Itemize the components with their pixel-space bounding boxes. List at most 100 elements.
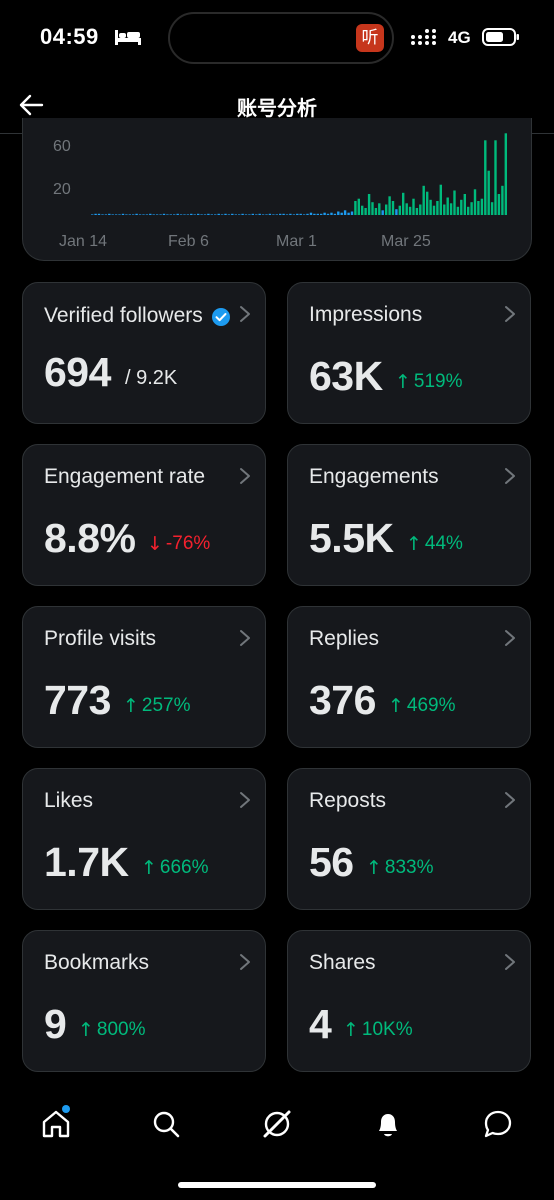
chart-bar — [415, 208, 419, 215]
chart-bar — [214, 214, 217, 215]
impressions-value: 63K — [309, 353, 383, 399]
notifications-icon[interactable] — [372, 1108, 404, 1140]
chart-bar — [241, 213, 244, 215]
chart-bar — [145, 214, 149, 215]
chart-bar — [504, 133, 507, 215]
x-tick-label: Feb 6 — [168, 233, 209, 250]
chart-bar — [374, 208, 378, 215]
verified-followers-card[interactable]: Verified followers 694 / 9.2K — [22, 282, 266, 424]
chart-bar — [402, 192, 405, 215]
chart-bar — [155, 214, 159, 215]
chart-bar — [494, 140, 497, 215]
arrow-up-icon: ↑ — [123, 695, 139, 717]
shares-change: ↑ 10K% — [343, 1019, 413, 1041]
chart-bar — [292, 214, 296, 215]
chart-bar — [490, 202, 494, 215]
impressions-card[interactable]: Impressions 63K ↑ 519% — [287, 282, 531, 424]
engagements-card[interactable]: Engagements 5.5K ↑ 44% — [287, 444, 531, 586]
chart-bar — [460, 199, 463, 215]
chart-bar — [426, 191, 429, 215]
engagements-label: Engagements — [309, 465, 439, 488]
likes-card[interactable]: Likes 1.7K ↑ 666% — [22, 768, 266, 910]
bottom-nav — [0, 1086, 554, 1166]
chart-bar — [323, 212, 326, 215]
bookmarks-card[interactable]: Bookmarks 9 ↑ 800% — [22, 930, 266, 1072]
reposts-change-value: 833% — [384, 857, 434, 878]
shares-value: 4 — [309, 1001, 332, 1047]
chart-bar — [258, 213, 261, 215]
chart-bar — [378, 203, 381, 215]
shares-change-value: 10K% — [361, 1019, 413, 1040]
x-tick-label: Mar 1 — [276, 233, 317, 250]
chart-bar — [275, 214, 278, 215]
verified-badge-icon — [212, 308, 230, 326]
chart-bar — [306, 213, 309, 215]
chart-bar — [149, 213, 152, 215]
chevron-right-icon — [240, 468, 250, 484]
chart-bar — [446, 197, 449, 215]
home-icon[interactable] — [40, 1108, 72, 1140]
chart-bar — [330, 212, 333, 215]
y-tick-label: 20 — [53, 181, 71, 198]
reposts-card[interactable]: Reposts 56 ↑ 833% — [287, 768, 531, 910]
search-icon[interactable] — [150, 1108, 182, 1140]
chart-bar — [169, 214, 172, 215]
engagement-rate-label: Engagement rate — [44, 465, 206, 488]
chart-bar — [121, 213, 125, 215]
impressions-chart-card: 60 20 Jan 14 Feb 6 Mar 1 Mar 25 — [22, 118, 532, 261]
chart-bar — [97, 213, 101, 215]
chevron-right-icon — [240, 954, 250, 970]
profile-visits-value: 773 — [44, 677, 111, 723]
bookmarks-label: Bookmarks — [44, 951, 150, 974]
engagements-change-value: 44% — [424, 533, 463, 554]
chart-bar — [480, 198, 484, 215]
chart-bar — [385, 204, 388, 215]
chart-bar — [118, 214, 121, 215]
chart-bar — [429, 199, 432, 215]
chart-bar — [463, 194, 466, 215]
engagement-rate-card[interactable]: Engagement rate 8.8% ↓ -76% — [22, 444, 266, 586]
arrow-down-icon: ↓ — [147, 533, 163, 555]
reposts-change: ↑ 833% — [366, 857, 434, 879]
replies-label: Replies — [309, 627, 380, 650]
chart-bar — [391, 201, 395, 215]
chart-bar — [309, 212, 313, 215]
chart-bar — [320, 213, 323, 215]
chart-bar — [398, 205, 401, 215]
profile-visits-card[interactable]: Profile visits 773 ↑ 257% — [22, 606, 266, 748]
chart-bar — [443, 204, 446, 215]
chart-bar — [285, 214, 289, 215]
chart-bar — [176, 213, 179, 215]
chart-bar — [173, 214, 176, 215]
chart-bar — [408, 206, 412, 215]
chart-bar — [364, 208, 367, 215]
chart-bar — [419, 204, 422, 215]
chart-bar — [282, 213, 285, 215]
chart-bar — [501, 185, 504, 215]
chart-bar — [255, 214, 258, 215]
profile-visits-change-value: 257% — [141, 695, 191, 716]
chart-bar — [453, 190, 456, 215]
messages-icon[interactable] — [482, 1108, 514, 1140]
sleep-focus-icon — [115, 30, 141, 45]
chevron-right-icon — [240, 306, 250, 322]
chart-bar — [388, 196, 391, 215]
chart-bar — [128, 214, 131, 215]
shares-card[interactable]: Shares 4 ↑ 10K% — [287, 930, 531, 1072]
chart-bar — [313, 213, 316, 215]
chart-bar — [142, 214, 145, 215]
chart-bar — [244, 214, 248, 215]
grok-icon[interactable] — [261, 1108, 293, 1140]
back-arrow-icon[interactable] — [18, 92, 44, 118]
chart-bar — [470, 202, 473, 215]
verified-followers-value: 694 — [44, 349, 111, 395]
chart-bar — [357, 198, 360, 215]
chart-bar — [94, 213, 97, 215]
island-app-icon[interactable]: 听 — [356, 24, 384, 52]
replies-card[interactable]: Replies 376 ↑ 469% — [287, 606, 531, 748]
chart-bar — [132, 214, 135, 215]
chart-bar — [179, 214, 183, 215]
chart-bar — [473, 189, 477, 215]
chart-bar — [422, 185, 425, 215]
impressions-change-value: 519% — [413, 371, 463, 392]
